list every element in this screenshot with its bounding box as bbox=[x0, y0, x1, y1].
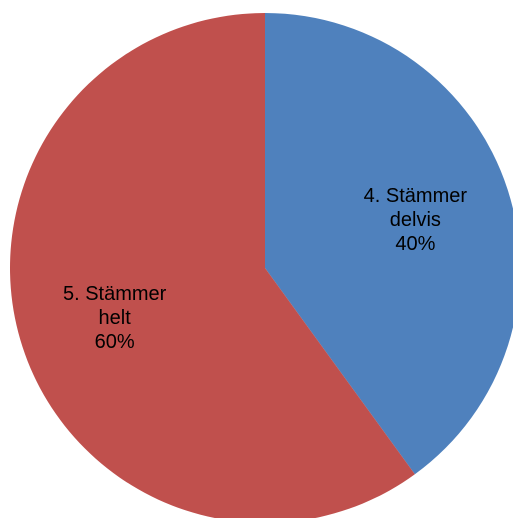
pie-slice-label-1: 4. Stämmer delvis 40% bbox=[364, 185, 468, 255]
pie-slice-category-line: 5. Stämmer bbox=[63, 283, 167, 305]
pie-labels: 4. Stämmer delvis 40% 5. Stämmer helt 60% bbox=[63, 185, 467, 353]
pie-slice-label-2: 5. Stämmer helt 60% bbox=[63, 283, 167, 353]
pie-slices bbox=[10, 13, 513, 518]
pie-slice-percent: 60% bbox=[95, 331, 135, 353]
pie-slice-percent: 40% bbox=[395, 233, 435, 255]
pie-slice-1 bbox=[265, 13, 513, 475]
pie-slice-category-line: delvis bbox=[390, 209, 441, 231]
pie-slice-2 bbox=[10, 13, 415, 518]
pie-slice-category-line: 4. Stämmer bbox=[364, 185, 468, 207]
pie-slice-category-line: helt bbox=[99, 307, 132, 329]
